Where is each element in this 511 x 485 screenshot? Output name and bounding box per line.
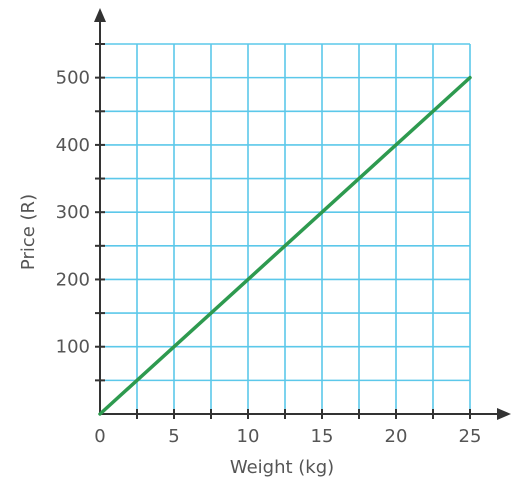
x-tick-label: 15: [311, 426, 334, 447]
x-axis-arrow-icon: [497, 408, 511, 420]
axes: [94, 8, 511, 420]
x-tick-label: 0: [94, 426, 105, 447]
y-axis-arrow-icon: [94, 8, 106, 22]
ticks: 100 200 300 400 500 0 5 10 15 20 25: [56, 43, 482, 447]
series-line: [98, 75, 472, 416]
x-axis-title: Weight (kg): [230, 457, 334, 478]
x-tick-label: 5: [168, 426, 179, 447]
y-tick-label: 200: [56, 269, 90, 290]
y-tick-label: 400: [56, 135, 90, 156]
x-tick-label: 20: [385, 426, 408, 447]
grid: [100, 43, 471, 414]
y-axis-title: Price (R): [18, 194, 39, 270]
series: [98, 75, 472, 416]
y-tick-label: 300: [56, 202, 90, 223]
x-tick-label: 10: [237, 426, 260, 447]
y-tick-label: 500: [56, 68, 90, 89]
x-tick-label: 25: [459, 426, 482, 447]
y-tick-label: 100: [56, 337, 90, 358]
